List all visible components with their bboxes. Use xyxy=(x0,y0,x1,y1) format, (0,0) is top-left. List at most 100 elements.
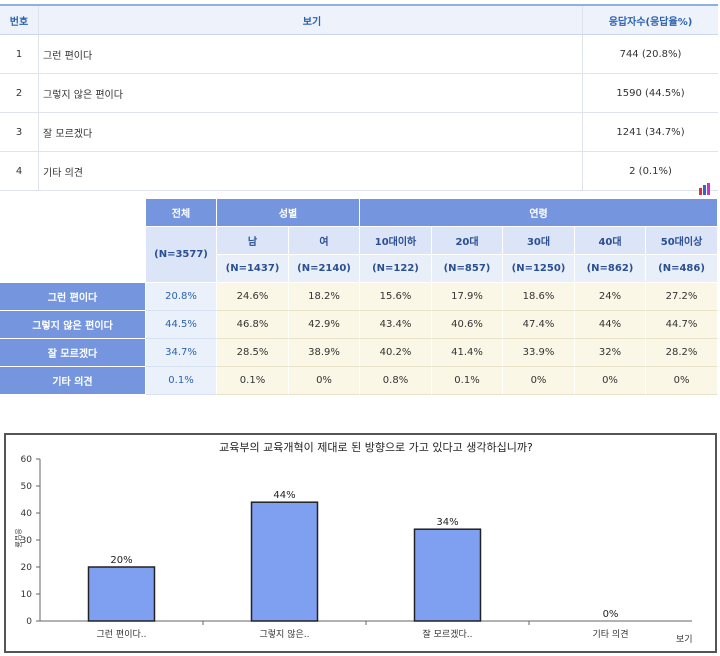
x-tick-label: 기타 의견 xyxy=(593,628,629,640)
cell-value: 40.2% xyxy=(360,339,432,367)
header-count: 응답자수(응답율%) xyxy=(582,4,718,35)
y-tick-label: 30 xyxy=(21,536,33,546)
gender-label: 여 xyxy=(289,227,360,255)
chart-title: 교육부의 교육개혁이 제대로 된 방향으로 가고 있다고 생각하십니까? xyxy=(219,440,533,454)
y-tick-label: 10 xyxy=(21,590,33,600)
cell-value: 0% xyxy=(575,367,646,395)
row-option: 잘 모르겠다 xyxy=(38,112,583,152)
cell-value: 18.6% xyxy=(503,283,575,311)
y-tick-label: 0 xyxy=(26,617,32,627)
bar-chart-svg: 교육부의 교육개혁이 제대로 된 방향으로 가고 있다고 생각하십니까? 0 10… xyxy=(14,440,693,645)
row-label: 기타 의견 xyxy=(0,367,146,395)
cell-value: 20.8% xyxy=(146,283,217,311)
cell-value: 44.5% xyxy=(146,311,217,339)
cell-value: 0.8% xyxy=(360,367,432,395)
cell-value: 42.9% xyxy=(289,311,360,339)
x-tick-label: 잘 모르겠다.. xyxy=(423,628,473,640)
bar xyxy=(250,501,319,622)
table-row: 4 기타 의견 2 (0.1%) xyxy=(0,151,718,191)
row-label: 그런 편이다 xyxy=(0,283,146,311)
cell-value: 47.4% xyxy=(503,311,575,339)
header-option: 보기 xyxy=(38,4,583,35)
crosstab-header-row-3: (N=1437) (N=2140) (N=122) (N=857) (N=125… xyxy=(0,255,719,283)
header-age: 연령 xyxy=(360,199,719,227)
cell-value: 0% xyxy=(289,367,360,395)
row-number: 2 xyxy=(0,73,39,113)
plot-area: 0 10 20 30 40 50 60 20% 그런 편이다.. 44% 그렇지 않은.. 34% 잘 … xyxy=(21,455,692,640)
table-row: 기타 의견 0.1% 0.1% 0% 0.8% 0.1% 0% 0% 0% xyxy=(0,367,719,395)
cell-value: 32% xyxy=(575,339,646,367)
table-row: 잘 모르겠다 34.7% 28.5% 38.9% 40.2% 41.4% 33.… xyxy=(0,339,719,367)
bar-chart: 교육부의 교육개혁이 제대로 된 방향으로 가고 있다고 생각하십니까? 0 10… xyxy=(4,433,717,653)
row-number: 4 xyxy=(0,151,39,191)
x-tick-label: 그렇지 않은.. xyxy=(260,629,310,640)
bar-data-label: 0% xyxy=(603,609,619,620)
age-n: (N=857) xyxy=(432,255,503,283)
table-row: 그렇지 않은 편이다 44.5% 46.8% 42.9% 43.4% 40.6%… xyxy=(0,311,719,339)
cell-value: 44% xyxy=(575,311,646,339)
table-row: 1 그런 편이다 744 (20.8%) xyxy=(0,34,718,74)
gender-n: (N=2140) xyxy=(289,255,360,283)
cell-value: 18.2% xyxy=(289,283,360,311)
crosstab-corner xyxy=(0,199,146,283)
header-number: 번호 xyxy=(0,4,39,35)
age-label: 40대 xyxy=(575,227,646,255)
cell-value: 28.5% xyxy=(217,339,289,367)
row-number: 1 xyxy=(0,34,39,74)
total-n: (N=3577) xyxy=(146,227,217,283)
y-tick-label: 60 xyxy=(21,455,33,465)
table-row: 3 잘 모르겠다 1241 (34.7%) xyxy=(0,112,718,152)
cell-value: 27.2% xyxy=(646,283,719,311)
age-label: 30대 xyxy=(503,227,575,255)
row-option: 그렇지 않은 편이다 xyxy=(38,73,583,113)
y-tick-label: 40 xyxy=(21,509,33,519)
bar xyxy=(87,566,156,622)
cell-value: 0.1% xyxy=(217,367,289,395)
bar-data-label: 44% xyxy=(273,490,295,501)
age-n: (N=1250) xyxy=(503,255,575,283)
results-table: 번호 보기 응답자수(응답율%) 1 그런 편이다 744 (20.8%) 2 … xyxy=(0,4,718,191)
cell-value: 0.1% xyxy=(146,367,217,395)
results-header-row: 번호 보기 응답자수(응답율%) xyxy=(0,4,718,35)
y-tick-label: 50 xyxy=(21,482,33,492)
row-label: 그렇지 않은 편이다 xyxy=(0,311,146,339)
table-row: 2 그렇지 않은 편이다 1590 (44.5%) xyxy=(0,73,718,113)
cell-value: 0% xyxy=(503,367,575,395)
row-label: 잘 모르겠다 xyxy=(0,339,146,367)
row-option: 그런 편이다 xyxy=(38,34,583,74)
cell-value: 17.9% xyxy=(432,283,503,311)
y-tick-label: 20 xyxy=(21,563,33,573)
y-axis-label: 응답율 xyxy=(14,528,23,548)
cell-value: 41.4% xyxy=(432,339,503,367)
age-n: (N=862) xyxy=(575,255,646,283)
x-axis-label: 보기 xyxy=(676,634,693,645)
cell-value: 43.4% xyxy=(360,311,432,339)
age-n: (N=486) xyxy=(646,255,719,283)
table-row: 그런 편이다 20.8% 24.6% 18.2% 15.6% 17.9% 18.… xyxy=(0,283,719,311)
bar-data-label: 34% xyxy=(436,517,458,528)
cell-value: 38.9% xyxy=(289,339,360,367)
cell-value: 40.6% xyxy=(432,311,503,339)
header-total: 전체 xyxy=(146,199,217,227)
crosstab-header-row-2: (N=3577) 남 여 10대이하 20대 30대 40대 50대이상 xyxy=(0,227,719,283)
cell-value: 15.6% xyxy=(360,283,432,311)
crosstab-header-row-1: 전체 성별 연령 xyxy=(0,199,719,283)
age-label: 10대이하 xyxy=(360,227,432,255)
row-count: 1590 (44.5%) xyxy=(582,73,718,113)
cell-value: 44.7% xyxy=(646,311,719,339)
gender-label: 남 xyxy=(217,227,289,255)
bar-chart-icon[interactable] xyxy=(698,183,712,195)
cell-value: 24.6% xyxy=(217,283,289,311)
cell-value: 24% xyxy=(575,283,646,311)
age-n: (N=122) xyxy=(360,255,432,283)
bar xyxy=(413,528,482,622)
cell-value: 34.7% xyxy=(146,339,217,367)
cell-value: 0% xyxy=(646,367,719,395)
row-number: 3 xyxy=(0,112,39,152)
x-tick-label: 그런 편이다.. xyxy=(97,628,147,640)
crosstab-table: 전체 성별 연령 (N=3577) 남 여 10대이하 20대 30대 40대 … xyxy=(0,199,719,395)
gender-n: (N=1437) xyxy=(217,255,289,283)
cell-value: 46.8% xyxy=(217,311,289,339)
cell-value: 0.1% xyxy=(432,367,503,395)
age-label: 50대이상 xyxy=(646,227,719,255)
